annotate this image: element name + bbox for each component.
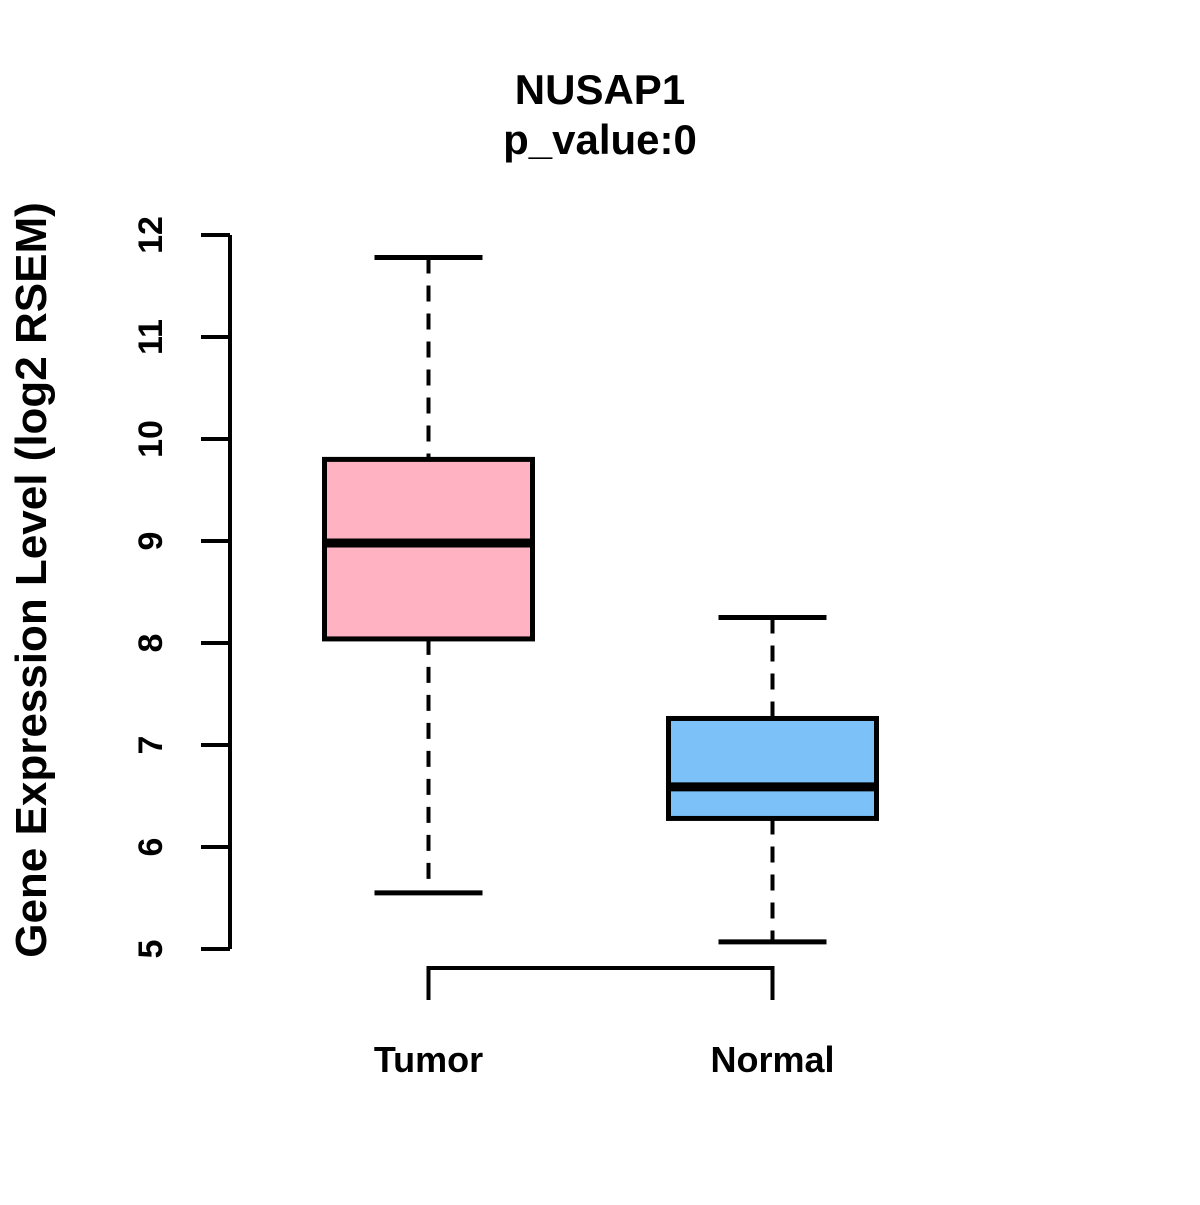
x-category-labels: Tumor Normal bbox=[374, 1039, 835, 1080]
y-axis-label: Gene Expression Level (log2 RSEM) bbox=[7, 202, 56, 958]
y-axis: 5 6 7 8 9 10 11 12 bbox=[132, 216, 232, 959]
y-tick-label: 6 bbox=[132, 838, 170, 857]
x-category-label-tumor: Tumor bbox=[374, 1039, 483, 1080]
y-tick-label: 11 bbox=[132, 319, 170, 355]
chart-subtitle: p_value:0 bbox=[503, 116, 697, 163]
x-category-label-normal: Normal bbox=[710, 1039, 834, 1080]
y-tick-label: 9 bbox=[132, 532, 170, 551]
y-tick-label: 7 bbox=[132, 736, 170, 755]
iqr-box bbox=[666, 715, 879, 821]
y-tick-label: 10 bbox=[132, 420, 170, 458]
y-tick-label: 5 bbox=[132, 940, 170, 959]
box-normal bbox=[666, 615, 879, 945]
y-tick-label: 8 bbox=[132, 634, 170, 653]
x-axis-line bbox=[426, 966, 775, 1000]
boxplot-boxes bbox=[322, 254, 879, 945]
iqr-box bbox=[322, 456, 535, 642]
box-tumor bbox=[322, 254, 535, 896]
x-axis-bracket bbox=[426, 966, 775, 1000]
chart-title: NUSAP1 bbox=[515, 66, 685, 113]
y-tick-label: 12 bbox=[132, 216, 170, 254]
